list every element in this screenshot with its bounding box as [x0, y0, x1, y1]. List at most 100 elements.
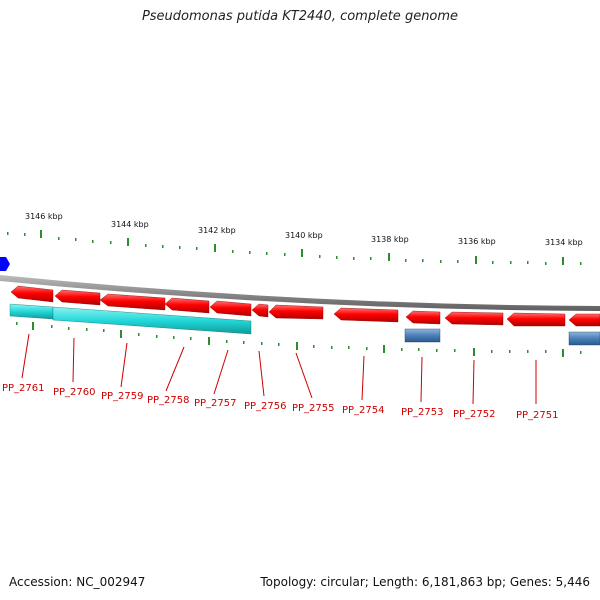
- leader-line: [361, 355, 365, 401]
- tick-mark: [580, 262, 582, 265]
- feature-teal-1[interactable]: [9, 303, 54, 320]
- tick-mark: [32, 322, 34, 330]
- leader-line: [72, 337, 75, 383]
- tick-mark: [110, 241, 112, 244]
- tick-mark: [562, 349, 564, 357]
- tick-mark: [331, 346, 333, 349]
- gene-pp-2756[interactable]: [251, 303, 269, 318]
- tick-mark: [545, 350, 547, 353]
- gene-label[interactable]: PP_2761: [2, 383, 45, 394]
- kbp-label: 3146 kbp: [25, 212, 63, 221]
- tick-mark: [196, 247, 198, 250]
- tick-mark: [162, 245, 164, 248]
- feature-blue-2[interactable]: [568, 331, 600, 346]
- gene-pp-2755[interactable]: [268, 304, 324, 320]
- leader-line: [295, 352, 313, 399]
- map-title: Pseudomonas putida KT2440, complete geno…: [141, 9, 459, 24]
- gene-pp-2757[interactable]: [209, 300, 252, 317]
- gene-pp-2758[interactable]: [164, 297, 210, 314]
- kbp-label: 3136 kbp: [458, 237, 496, 246]
- gene-pp-2754[interactable]: [333, 307, 399, 323]
- gene-pp-2761[interactable]: [10, 285, 54, 303]
- tick-mark: [436, 349, 438, 352]
- upper-ticks: [7, 230, 582, 265]
- tick-mark: [51, 325, 53, 328]
- tick-mark: [383, 345, 385, 353]
- gene-pp-2760[interactable]: [54, 289, 101, 306]
- tick-mark: [405, 259, 407, 262]
- kbp-label: 3142 kbp: [198, 226, 236, 235]
- gene-label[interactable]: PP_2758: [147, 395, 190, 406]
- genome-backbone: [0, 275, 600, 311]
- gene-label[interactable]: PP_2754: [342, 405, 385, 416]
- tick-mark: [475, 256, 477, 264]
- genome-summary-text: Topology: circular; Length: 6,181,863 bp…: [260, 575, 590, 589]
- leader-line: [420, 356, 423, 403]
- tick-mark: [156, 335, 158, 338]
- gene-label[interactable]: PP_2755: [292, 403, 335, 414]
- tick-mark: [243, 341, 245, 344]
- gene-pp-2751[interactable]: [506, 312, 566, 327]
- tick-mark: [249, 251, 251, 254]
- tick-mark: [58, 237, 60, 240]
- tick-mark: [301, 249, 303, 257]
- tick-mark: [120, 330, 122, 338]
- gene-pp-2753[interactable]: [405, 310, 441, 325]
- tick-mark: [353, 257, 355, 260]
- gene-label[interactable]: PP_2757: [194, 398, 237, 409]
- tick-mark: [580, 351, 582, 354]
- tick-mark: [86, 328, 88, 331]
- tick-mark: [492, 261, 494, 264]
- gene-label[interactable]: PP_2756: [244, 401, 287, 412]
- gene-pp-2752[interactable]: [444, 311, 504, 326]
- tick-mark: [491, 350, 493, 353]
- tick-mark: [7, 232, 9, 235]
- gene-pp-2759[interactable]: [99, 293, 166, 311]
- kbp-labels: 3146 kbp 3144 kbp 3142 kbp 3140 kbp 3138…: [25, 212, 583, 247]
- tick-mark: [562, 257, 564, 265]
- tick-mark: [313, 345, 315, 348]
- tick-mark: [179, 246, 181, 249]
- tick-mark: [296, 342, 298, 350]
- gene-label[interactable]: PP_2760: [53, 387, 96, 398]
- tick-mark: [40, 230, 42, 238]
- tick-mark: [545, 262, 547, 265]
- tick-mark: [527, 261, 529, 264]
- kbp-label: 3138 kbp: [371, 235, 409, 244]
- tick-mark: [214, 244, 216, 252]
- accession-text: Accession: NC_002947: [9, 575, 146, 589]
- tick-mark: [24, 233, 26, 236]
- tick-mark: [370, 257, 372, 260]
- leader-line: [213, 349, 229, 395]
- leader-line: [258, 350, 265, 397]
- feature-teal-2[interactable]: [52, 306, 252, 335]
- tick-mark: [16, 322, 18, 325]
- kbp-label: 3144 kbp: [111, 220, 149, 229]
- lower-ticks: [16, 322, 582, 357]
- tick-mark: [319, 255, 321, 258]
- tick-mark: [440, 260, 442, 263]
- gene-label[interactable]: PP_2759: [101, 391, 144, 402]
- gene-partial[interactable]: [568, 313, 600, 327]
- feature-blue-1[interactable]: [404, 328, 441, 343]
- tick-mark: [388, 253, 390, 261]
- tick-mark: [208, 337, 210, 345]
- position-marker-icon[interactable]: [0, 257, 10, 271]
- tick-mark: [422, 259, 424, 262]
- tick-mark: [527, 350, 529, 353]
- tick-mark: [103, 329, 105, 332]
- tick-mark: [232, 250, 234, 253]
- label-leaders: [21, 333, 537, 405]
- gene-labels: PP_2761 PP_2760 PP_2759 PP_2758 PP_2757 …: [2, 383, 559, 421]
- gene-track-reverse: [10, 285, 600, 327]
- tick-mark: [454, 349, 456, 352]
- gene-label[interactable]: PP_2752: [453, 409, 496, 420]
- tick-mark: [336, 256, 338, 259]
- tick-mark: [75, 238, 77, 241]
- gene-label[interactable]: PP_2751: [516, 410, 559, 421]
- tick-mark: [138, 333, 140, 336]
- kbp-label: 3134 kbp: [545, 238, 583, 247]
- misc-feature-track: [404, 328, 600, 346]
- gene-label[interactable]: PP_2753: [401, 407, 444, 418]
